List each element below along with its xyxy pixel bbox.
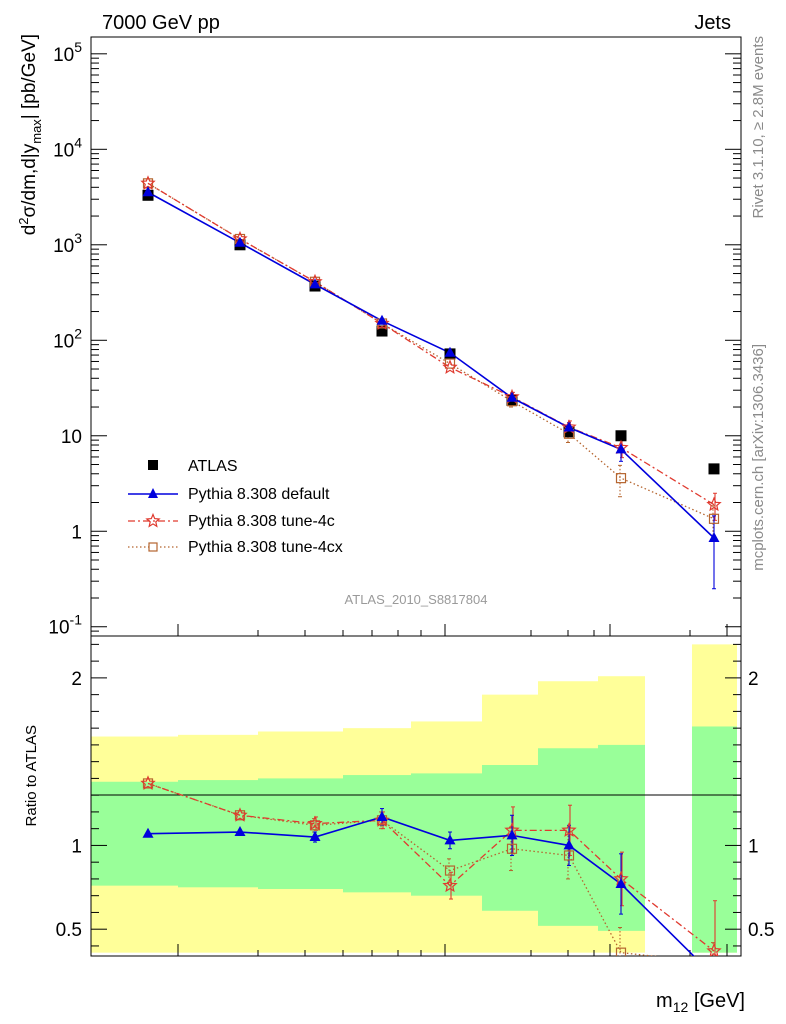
ratio-band-inner (343, 775, 411, 893)
main-marker-tune4cx (444, 358, 456, 369)
rivet-version-label: Rivet 3.1.10, ≥ 2.8M events (750, 36, 767, 219)
ratio-marker-default (563, 839, 575, 850)
main-y-tick-label: 104 (53, 134, 82, 161)
main-y-tick-label: 103 (53, 230, 82, 257)
ratio-marker-tune4cx (309, 820, 321, 831)
main-marker-default (563, 421, 575, 432)
main-line-2 (147, 182, 715, 506)
ratio-marker-default (615, 877, 627, 888)
legend-marker-tune4cx (148, 542, 158, 552)
analysis-watermark: ATLAS_2010_S8817804 (345, 592, 488, 607)
ratio-marker-tune4c (442, 877, 458, 893)
ratio-marker-default (234, 826, 246, 837)
energy-label: 7000 GeV pp (102, 12, 220, 34)
legend-label-tune4cx: Pythia 8.308 tune-4cx (188, 539, 343, 556)
ratio-y-tick-label-left: 2 (71, 669, 82, 690)
ratio-y-tick-label-right: 1 (748, 836, 759, 857)
legend-marker-tune4c (145, 512, 161, 528)
main-marker-default (309, 278, 321, 289)
atlas-data-point (615, 430, 627, 442)
ratio-y-axis-title: Ratio to ATLAS (23, 725, 40, 826)
legend-label-default: Pythia 8.308 default (188, 486, 330, 503)
legend-label-atlas: ATLAS (188, 458, 238, 475)
main-marker-default (615, 443, 627, 454)
ratio-line-2 (147, 782, 659, 956)
ratio-marker-tune4c (140, 775, 156, 790)
ratio-line-1 (147, 782, 715, 952)
ratio-band-inner (411, 773, 482, 896)
ratio-y-tick-label-left: 1 (71, 836, 82, 857)
ratio-marker-tune4cx (506, 843, 518, 854)
ratio-marker-default (376, 810, 388, 821)
main-y-axis-title: d2σ/dm,d|ymax| [pb/GeV] (16, 34, 44, 235)
ratio-marker-tune4cx (444, 865, 456, 876)
main-marker-tune4c (374, 315, 390, 330)
ratio-y-tick-label-right: 2 (748, 669, 759, 690)
legend-marker-default (148, 488, 158, 498)
main-y-axis: 10-1 1 10 102 103 104 105 (48, 39, 741, 639)
ratio-marker-tune4c (706, 942, 722, 956)
ratio-marker-default (142, 827, 154, 838)
legend-label-tune4c: Pythia 8.308 tune-4c (188, 513, 335, 530)
ratio-marker-tune4c (232, 807, 248, 822)
ratio-marker-tune4cx (563, 850, 575, 861)
main-y-tick-label: 102 (53, 325, 82, 352)
atlas-data-point (563, 426, 575, 438)
main-marker-default (506, 391, 518, 402)
main-y-tick-label: 10-1 (48, 612, 82, 639)
ratio-y-tick-label-left: 0.5 (56, 920, 82, 941)
ratio-marker-tune4c (561, 822, 577, 837)
main-marker-tune4cx (708, 513, 720, 524)
main-marker-default (708, 531, 720, 542)
ratio-plot-frame (90, 635, 742, 957)
main-y-tick-label: 105 (53, 39, 82, 66)
ratio-marker-tune4c (307, 815, 323, 831)
ratio-marker-tune4cx (615, 947, 627, 956)
ratio-band-inner (538, 748, 598, 926)
legend-marker-atlas (148, 460, 158, 470)
main-plot-series (140, 175, 722, 590)
atlas-data-point (376, 325, 388, 337)
main-marker-default (234, 236, 246, 247)
ratio-uncertainty-bands (91, 644, 737, 953)
legend: ATLAS Pythia 8.308 default Pythia 8.308 … (128, 458, 343, 556)
main-marker-tune4cx (615, 473, 627, 484)
ratio-marker-default (309, 831, 321, 842)
main-y-tick-label: 1 (71, 522, 82, 543)
ratio-marker-tune4c (374, 812, 390, 827)
x-axis-title: m12 [GeV] (656, 990, 745, 1015)
ratio-marker-default (444, 834, 456, 845)
ratio-marker-default (506, 829, 518, 840)
main-marker-default (444, 346, 456, 357)
main-marker-default (376, 314, 388, 325)
ratio-plot-series (140, 775, 722, 956)
mcplots-label: mcplots.cern.ch [arXiv:1306.3436] (750, 344, 767, 571)
process-label: Jets (694, 12, 731, 34)
ratio-y-tick-label-right: 0.5 (748, 920, 774, 941)
main-marker-tune4c (442, 359, 458, 374)
main-y-tick-label: 10 (61, 427, 82, 448)
atlas-data-point (708, 463, 720, 475)
main-marker-tune4c (706, 496, 722, 512)
main-marker-default (142, 186, 154, 197)
